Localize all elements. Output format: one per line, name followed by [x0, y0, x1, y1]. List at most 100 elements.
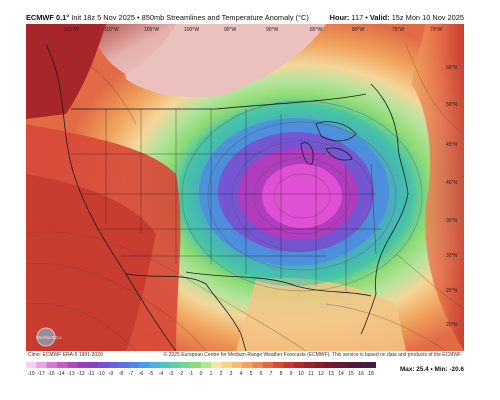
east-coastline [370, 83, 409, 295]
model-name: ECMWF 0.1° [26, 13, 70, 22]
colorbar-swatch [118, 362, 130, 368]
lake-michigan [300, 142, 314, 165]
lon-label-90: 90°W [266, 27, 279, 33]
latitude-labels: 55°N 50°N 45°N 40°N 35°N 30°N 25°N 20°N [446, 65, 458, 328]
lon-label-110: 110°W [104, 27, 119, 33]
colorbar-swatch [283, 362, 294, 368]
warm-anomaly-northwest [86, 24, 176, 74]
colorbar-tick-label: -14 [57, 371, 64, 377]
mexico-border [125, 273, 247, 351]
colorbar-tick-label: -11 [88, 371, 95, 377]
colorbar-swatch [334, 362, 346, 368]
colorbar-tick-label: 2 [220, 371, 223, 377]
lat-label-50: 50°N [446, 102, 458, 108]
colorbar-tick-label: 11 [308, 371, 313, 377]
colorbar-tick-label: 9 [290, 371, 293, 377]
colorbar-swatch [56, 362, 68, 368]
colorbar-tick-label: 0 [200, 371, 203, 377]
gulf-coastline [185, 271, 372, 297]
max-label: Max: 25.4 [399, 366, 429, 373]
colorbar-tick-label: 3 [230, 371, 233, 377]
colorbar-tick-label: -1 [189, 371, 194, 377]
great-lakes-north [315, 121, 357, 142]
colorbar-tick-label: 14 [338, 371, 344, 377]
longitude-labels: 115°W 110°W 105°W 100°W 95°W 90°W 85°W 8… [64, 27, 443, 33]
colorbar-tick-label: 15 [348, 371, 354, 377]
lat-label-45: 45°N [446, 142, 458, 148]
colorbar-swatch [365, 362, 376, 368]
colorbar-tick-label: 1 [210, 371, 213, 377]
lake-erie [325, 147, 353, 161]
colorbar-tick-label: 16 [358, 371, 364, 377]
colorbar-swatch [98, 362, 109, 368]
colorbar-swatch [67, 362, 78, 368]
colorbar-tick-label: -8 [119, 371, 124, 377]
lon-label-105: 105°W [144, 27, 159, 33]
streamlines [26, 43, 464, 351]
colorbar-swatch [355, 362, 366, 368]
lat-label-30: 30°N [446, 253, 458, 259]
map-header: ECMWF 0.1° Init 18z 5 Nov 2025 • 850mb S… [26, 11, 464, 25]
colorbar-tick-label: -19 [27, 371, 34, 377]
colorbar-tick-label: -13 [67, 371, 74, 377]
colorbar-ticks: -19 -17 -15 -14 -13 -12 -11 -10 -9 -8 -7 -6 -5 -4 -3 -2… [27, 371, 374, 377]
colorbar-swatch [262, 362, 274, 368]
colorbar-swatch [139, 362, 150, 368]
colorbar-swatch [77, 362, 89, 368]
colorbar-swatch [170, 362, 181, 368]
lon-label-95: 95°W [224, 27, 237, 33]
florida-coastline [360, 293, 377, 335]
colorbar-tick-label: 7 [270, 371, 273, 377]
colorbar-tick-label: -9 [109, 371, 114, 377]
colorbar-swatch [252, 362, 264, 368]
colorbar-swatch [273, 362, 284, 368]
lat-label-20: 20°N [446, 322, 458, 328]
colorbar-swatch [128, 362, 140, 368]
colorbar-tick-label: -6 [139, 371, 144, 377]
lon-label-80: 80°W [352, 27, 365, 33]
colorbar-tick-label: -3 [169, 371, 174, 377]
lon-label-100: 100°W [184, 27, 199, 33]
colorbar-tick-label: -7 [129, 371, 134, 377]
lon-label-70: 70°W [430, 27, 443, 33]
lat-label-40: 40°N [446, 180, 458, 186]
valid-time: 15z Mon 10 Nov 2025 [391, 13, 464, 22]
init-time: Init 18z 5 Nov 2025 [71, 13, 135, 22]
hour-value: 117 [351, 13, 364, 22]
warm-anomaly-atlantic [411, 24, 464, 351]
lat-label-25: 25°N [446, 288, 458, 294]
min-label: Min: -20.6 [434, 366, 464, 373]
colorbar-swatch [36, 362, 47, 368]
warm-anomaly-gulf [236, 277, 406, 351]
weatherbell-watermark: WeatherBELL [36, 327, 63, 347]
colorbar-tick-label: -5 [149, 371, 154, 377]
climo-note: Clmo: ECMWF ERA-5 1991-2020 [28, 352, 103, 358]
colorbar-tick-label: 18 [368, 371, 374, 377]
colorbar-tick-label: 12 [318, 371, 324, 377]
lon-label-85: 85°W [310, 27, 323, 33]
colorbar-tick-label: 8 [280, 371, 283, 377]
colorbar-tick-label: 6 [260, 371, 263, 377]
colorbar-swatch [26, 362, 37, 368]
boundaries [45, 43, 409, 351]
colorbar-tick-label: -4 [159, 371, 164, 377]
pale-anomaly-north [116, 24, 326, 98]
map-footer: Clmo: ECMWF ERA-5 1991-2020 © 2025 Europ… [26, 351, 464, 359]
lat-label-35: 35°N [446, 218, 458, 224]
colorbar-scale: -19 -17 -15 -14 -13 -12 -11 -10 -9 -8 -7 -6 -5 -4 -3 -2… [26, 362, 376, 377]
cold-core [262, 164, 342, 228]
colorbar-swatch [149, 362, 161, 368]
lat-label-55: 55°N [446, 65, 458, 71]
pacific-coastline [45, 43, 177, 351]
anomaly-map: 115°W 110°W 105°W 100°W 95°W 90°W 85°W 8… [26, 24, 464, 351]
colorbar-tick-label: -10 [97, 371, 104, 377]
colorbar-swatch [345, 362, 356, 368]
colorbar-tick-label: 10 [298, 371, 304, 377]
warm-anomaly-northwest-corner [26, 24, 106, 119]
colorbar-tick-label: -17 [37, 371, 44, 377]
copyright-note: © 2025 European Centre for Medium-Range … [163, 352, 462, 358]
colorbar-swatch [303, 362, 315, 368]
colorbar-swatch [159, 362, 171, 368]
lon-label-115: 115°W [64, 27, 79, 33]
valid-label: Valid: [369, 13, 390, 22]
